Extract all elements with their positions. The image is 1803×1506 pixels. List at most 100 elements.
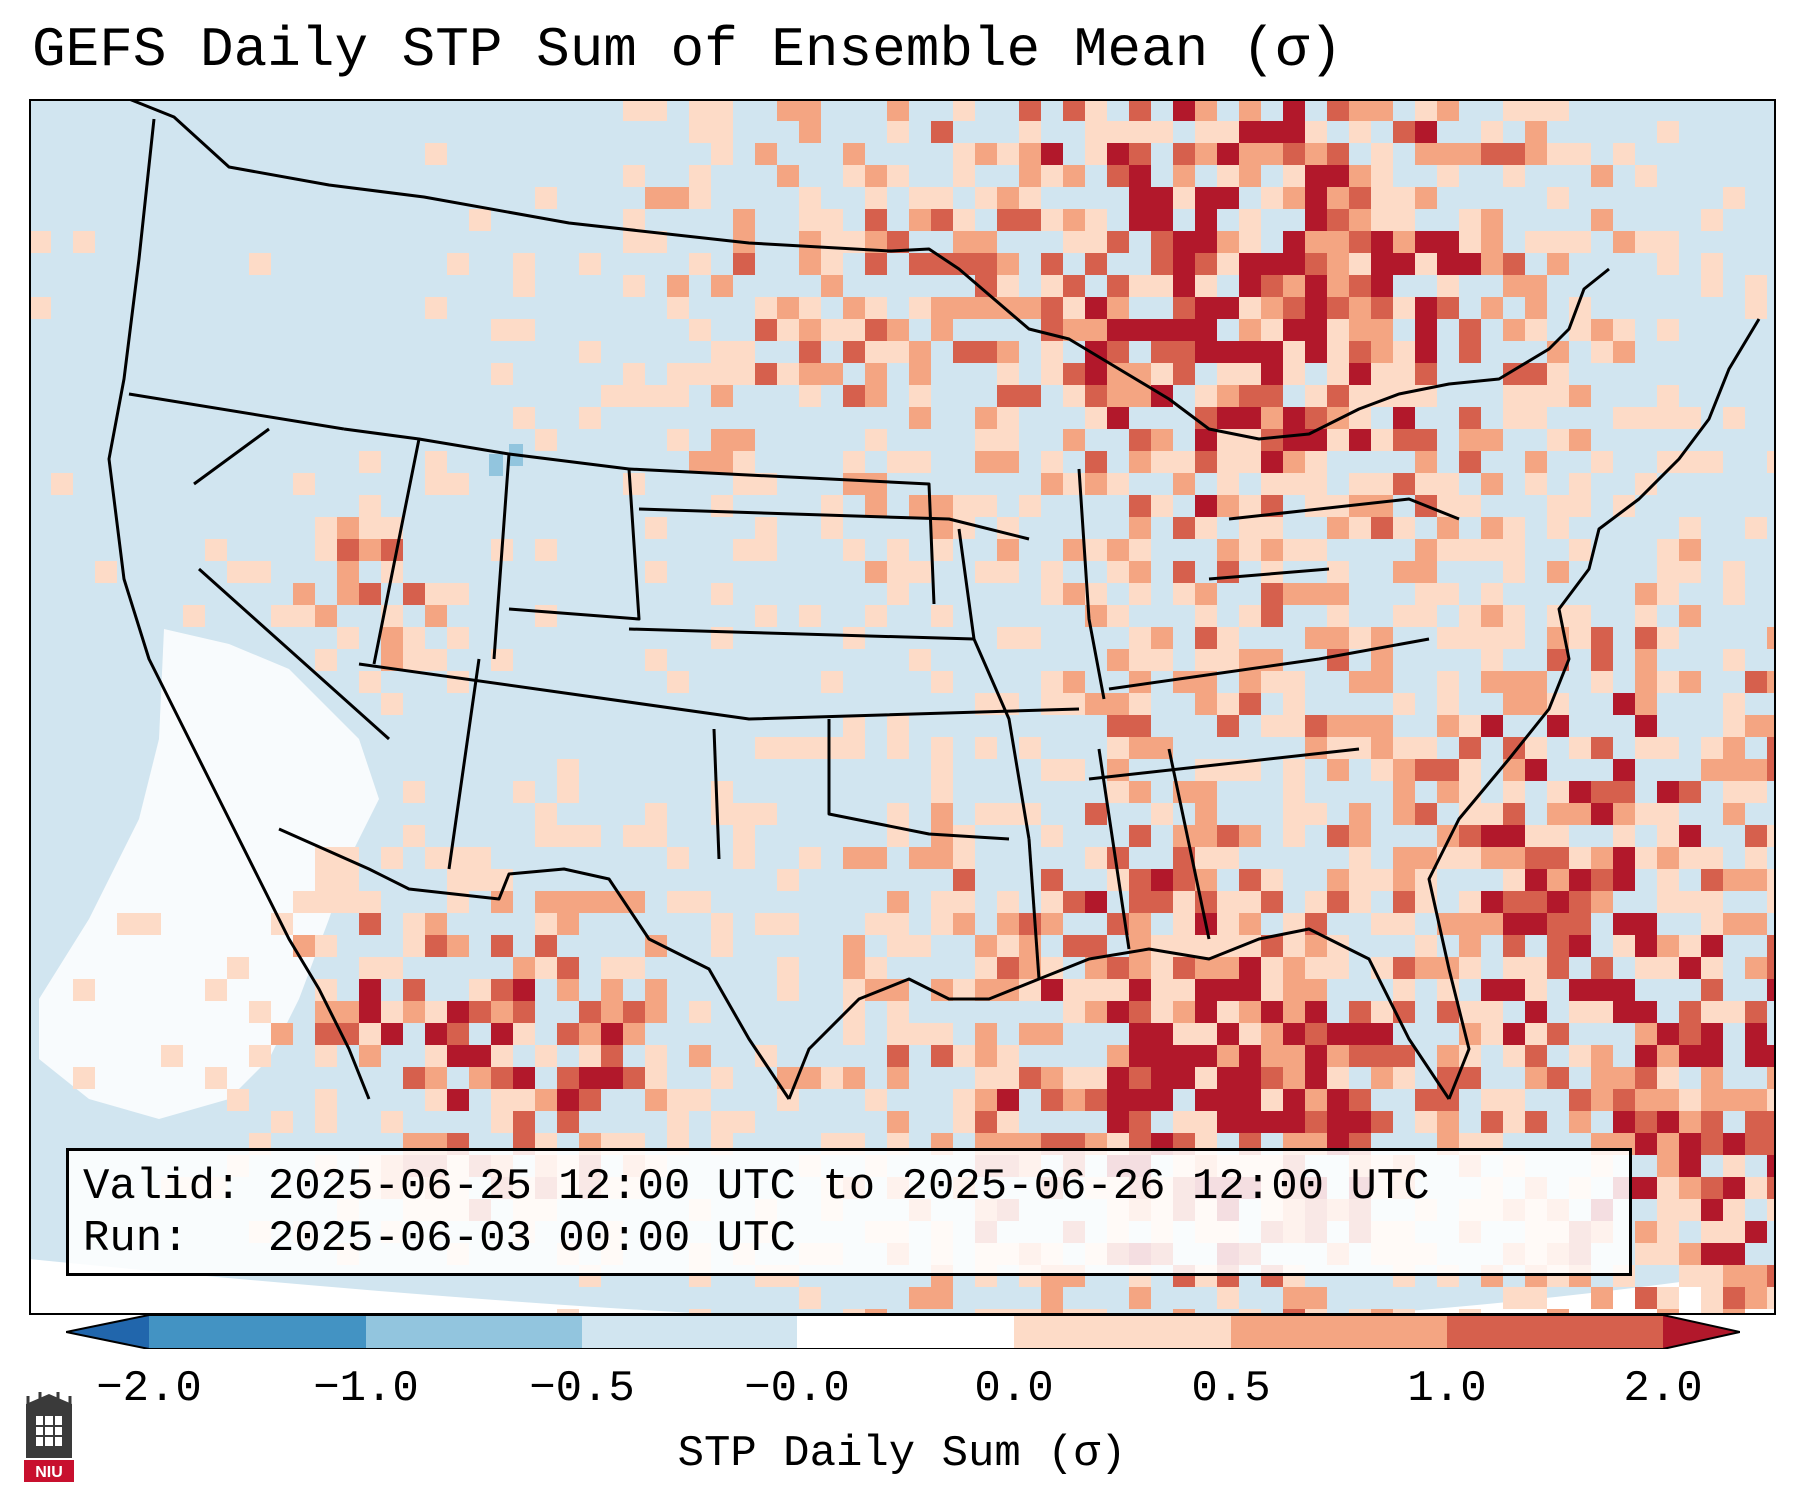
stp-cell (821, 495, 843, 517)
stp-cell (1349, 473, 1371, 495)
stp-cell (1569, 913, 1591, 935)
stp-cell (1613, 803, 1635, 825)
stp-cell (975, 737, 997, 759)
stp-cell (1569, 979, 1591, 1001)
stp-cell (1481, 847, 1503, 869)
stp-cell (1041, 693, 1063, 715)
stp-cell (1437, 1111, 1459, 1133)
stp-cell (73, 979, 95, 1001)
stp-cell (557, 759, 579, 781)
stp-cell (1591, 165, 1613, 187)
stp-cell (821, 671, 843, 693)
stp-cell (909, 1023, 931, 1045)
stp-cell (1239, 517, 1261, 539)
stp-cell (799, 341, 821, 363)
stp-cell (359, 979, 381, 1001)
stp-cell (1481, 891, 1503, 913)
stp-cell (1745, 1023, 1767, 1045)
stp-cell (623, 363, 645, 385)
stp-cell (579, 341, 601, 363)
stp-cell (645, 1089, 667, 1111)
stp-cell (513, 957, 535, 979)
stp-cell (425, 913, 447, 935)
stp-cell (1767, 935, 1776, 957)
stp-cell (1701, 1001, 1723, 1023)
stp-cell (843, 715, 865, 737)
stp-cell (1173, 231, 1195, 253)
stp-cell (1745, 1001, 1767, 1023)
stp-cell (1063, 1089, 1085, 1111)
state-line (1097, 748, 1131, 950)
stp-cell (1503, 253, 1525, 275)
colorbar-tick-label: 1.0 (1407, 1364, 1487, 1414)
stp-cell (975, 231, 997, 253)
stp-cell (469, 979, 491, 1001)
stp-cell (1305, 341, 1327, 363)
stp-cell (1261, 1023, 1283, 1045)
us-mexico-border (278, 827, 791, 1100)
stp-cell (733, 1111, 755, 1133)
stp-cell (227, 1089, 249, 1111)
stp-cell (1701, 1067, 1723, 1089)
stp-cell (1283, 341, 1305, 363)
stp-cell (513, 319, 535, 341)
stp-cell (513, 1111, 535, 1133)
stp-cell (1525, 1023, 1547, 1045)
state-borders (107, 99, 1761, 1100)
stp-cell (1195, 583, 1217, 605)
stp-cell (1371, 1045, 1393, 1067)
stp-cell (1745, 275, 1767, 297)
stp-cell (1173, 297, 1195, 319)
stp-cell (1525, 385, 1547, 407)
stp-cell (1613, 319, 1635, 341)
stp-cell (469, 209, 491, 231)
stp-cell (447, 583, 469, 605)
stp-cell (865, 847, 887, 869)
stp-cell (1129, 825, 1151, 847)
stp-cell (1393, 187, 1415, 209)
stp-cell (425, 1001, 447, 1023)
stp-cell (447, 1045, 469, 1067)
stp-cell (689, 451, 711, 473)
stp-cell (1107, 1067, 1129, 1089)
stp-cell (1195, 1045, 1217, 1067)
stp-cell (997, 297, 1019, 319)
stp-cell (1679, 561, 1701, 583)
stp-cell (1151, 803, 1173, 825)
stp-cell (1701, 1111, 1723, 1133)
stp-cell (1107, 979, 1129, 1001)
stp-cell (1701, 759, 1723, 781)
stp-cell (579, 253, 601, 275)
stp-cell (579, 891, 601, 913)
stp-cell (645, 1045, 667, 1067)
stp-cell (1459, 715, 1481, 737)
stp-cell (1393, 847, 1415, 869)
stp-cell (1327, 231, 1349, 253)
stp-cell (1525, 1067, 1547, 1089)
stp-cell (1349, 495, 1371, 517)
stp-cell (1349, 715, 1371, 737)
stp-cell (1503, 165, 1525, 187)
stp-cell (1107, 1001, 1129, 1023)
stp-cell (1063, 1001, 1085, 1023)
stp-cell (1349, 319, 1371, 341)
stp-cell (1481, 715, 1503, 737)
stp-cell (1239, 1001, 1261, 1023)
stp-cell (733, 429, 755, 451)
stp-cell (513, 253, 535, 275)
stp-cell (1151, 451, 1173, 473)
valid-run-info-box: Valid: 2025-06-25 12:00 UTC to 2025-06-2… (66, 1148, 1632, 1276)
stp-cell (1481, 297, 1503, 319)
stp-cell (909, 209, 931, 231)
stp-cell (1195, 319, 1217, 341)
stp-cell (1371, 297, 1393, 319)
stp-cell (1591, 979, 1613, 1001)
stp-cell (1239, 1045, 1261, 1067)
stp-cell (1767, 1133, 1776, 1155)
stp-cell (997, 385, 1019, 407)
stp-cell (1085, 583, 1107, 605)
stp-cell (1019, 913, 1041, 935)
stp-cell (1085, 363, 1107, 385)
state-line (1077, 468, 1106, 700)
stp-cell (1305, 1111, 1327, 1133)
